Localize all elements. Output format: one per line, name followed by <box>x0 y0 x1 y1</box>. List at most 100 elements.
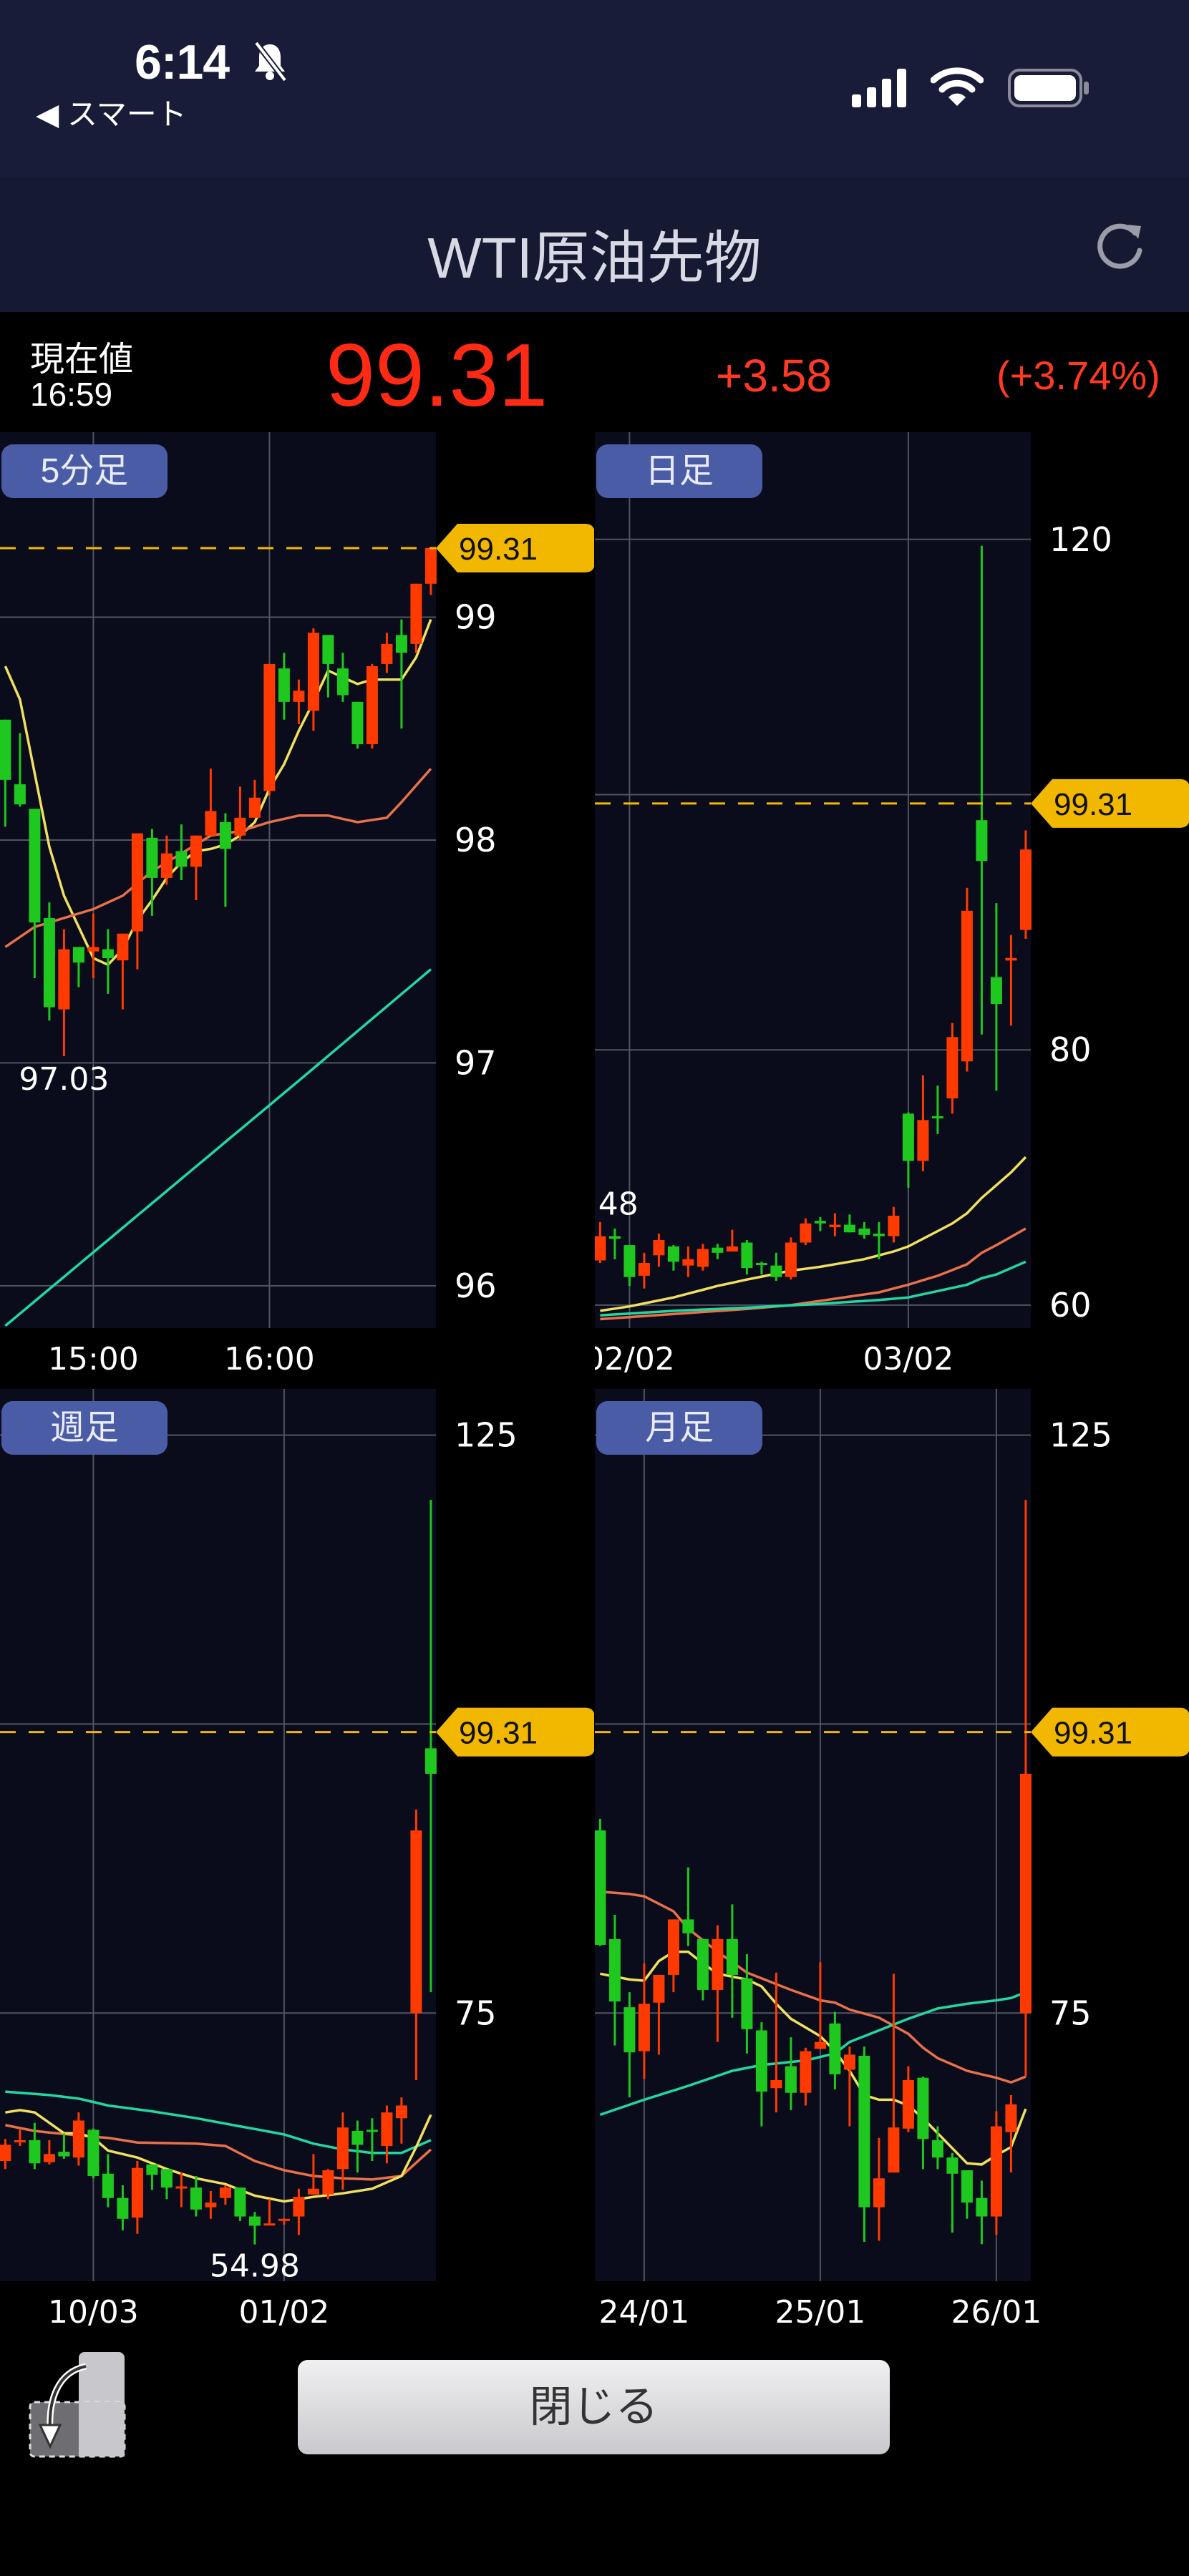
candle <box>131 2161 143 2234</box>
candle-body <box>131 833 143 932</box>
y-tick-label: 125 <box>1049 1416 1112 1455</box>
candle-body <box>102 2173 114 2198</box>
candle-body <box>595 1830 606 1945</box>
candle <box>14 733 26 807</box>
candle <box>917 1075 929 1171</box>
y-tick-label: 75 <box>1049 1994 1092 2032</box>
candle-body <box>800 2051 812 2093</box>
back-to-app-link[interactable]: ◀ スマート <box>36 97 187 131</box>
candle <box>638 1963 650 2079</box>
candle-body <box>29 809 41 923</box>
candle-body <box>902 2079 914 2129</box>
candle <box>263 2199 276 2226</box>
candle <box>829 1213 841 1236</box>
candle <box>351 701 364 749</box>
candle <box>29 2122 41 2170</box>
candle <box>234 786 246 840</box>
candle <box>102 2154 114 2207</box>
candle <box>638 1252 650 1289</box>
candle-body <box>961 910 973 1062</box>
candle-body <box>351 2131 364 2145</box>
candle <box>234 2187 246 2222</box>
candle-body <box>175 851 188 867</box>
candle <box>858 1221 870 1239</box>
candle <box>623 1992 636 2098</box>
current-price-badge-label: 99.31 <box>459 532 538 567</box>
candle-body <box>931 1116 943 1118</box>
chart-5min[interactable]: 97.03 96 97 98 99 99.31 15:00 16:00 5分足 <box>0 432 594 1389</box>
x-tick-label: 03/02 <box>863 1341 953 1377</box>
y-tick-label: 125 <box>455 1416 518 1455</box>
candle <box>770 1972 782 2113</box>
candle-body <box>595 1236 606 1261</box>
page-title: WTI原油先物 <box>427 226 762 290</box>
current-price-badge <box>436 1707 594 1757</box>
candle <box>58 929 70 1057</box>
candle <box>1005 2094 1017 2173</box>
candle-body <box>190 835 202 867</box>
candle <box>87 913 100 979</box>
candle-body <box>146 837 158 878</box>
candle-body <box>14 2140 26 2142</box>
candle-body <box>29 2140 41 2164</box>
candle-body <box>741 1978 753 2029</box>
candle-body <box>117 2197 129 2219</box>
candle <box>667 1245 679 1271</box>
candle <box>278 653 290 720</box>
candle-body <box>755 2030 767 2092</box>
moving-average-line <box>600 1227 1027 1321</box>
candle-body <box>410 583 422 644</box>
candle-body <box>770 1265 782 1277</box>
candle-body <box>293 2197 305 2217</box>
candle-body <box>219 822 231 849</box>
candle-body <box>638 1263 650 1276</box>
candle <box>72 2112 84 2166</box>
candle-body <box>102 949 114 959</box>
candle <box>205 2191 217 2219</box>
candle-body <box>336 668 349 696</box>
candle <box>366 2118 378 2162</box>
quote-time: 16:59 <box>30 376 113 413</box>
candle <box>29 809 41 979</box>
refresh-icon[interactable] <box>1094 219 1148 273</box>
candle-body <box>293 691 305 702</box>
chart-daily[interactable]: .48 60 80 120 99.31 02/02 03/02 日足 <box>595 432 1189 1389</box>
moving-average-line <box>5 2090 432 2155</box>
candle <box>741 1239 753 1275</box>
candle <box>990 903 1002 1091</box>
candle <box>843 1214 855 1233</box>
candle <box>117 2185 129 2230</box>
candle <box>146 829 158 916</box>
candle-body <box>205 2202 217 2207</box>
chart-monthly[interactable]: 75 125 99.31 24/01 25/01 26/01 月足 <box>595 1389 1189 2342</box>
candle-body <box>653 1239 665 1256</box>
rotate-screen-icon[interactable] <box>29 2351 129 2458</box>
x-tick-label: 02/02 <box>595 1341 675 1377</box>
candle <box>424 547 437 595</box>
candle <box>248 2212 261 2245</box>
candle <box>336 653 349 702</box>
candle <box>381 633 393 673</box>
price-change-percent: (+3.74%) <box>996 353 1160 398</box>
candle <box>976 545 988 1035</box>
candle-body <box>608 1938 621 2002</box>
candle <box>0 2139 11 2170</box>
y-tick-label: 60 <box>1049 1286 1092 1324</box>
chart-weekly[interactable]: 54.98 75 125 99.31 10/03 01/02 週足 <box>0 1389 594 2342</box>
candle <box>917 2077 929 2170</box>
candle <box>102 929 114 994</box>
current-price-badge-label: 99.31 <box>1054 1716 1132 1751</box>
candle-body <box>843 2054 855 2070</box>
candle-body <box>14 784 26 805</box>
candle <box>667 1919 679 1993</box>
x-tick-label: 01/02 <box>238 2294 329 2331</box>
candle-body <box>366 2129 378 2132</box>
candle <box>322 635 334 698</box>
candle-body <box>873 1234 885 1236</box>
candle <box>726 1904 738 2018</box>
close-button[interactable]: 閉じる <box>298 2360 890 2454</box>
candle <box>608 1914 621 2046</box>
candle-body <box>410 1830 422 2014</box>
y-tick-label: 99 <box>455 597 497 636</box>
candle <box>800 1218 812 1246</box>
